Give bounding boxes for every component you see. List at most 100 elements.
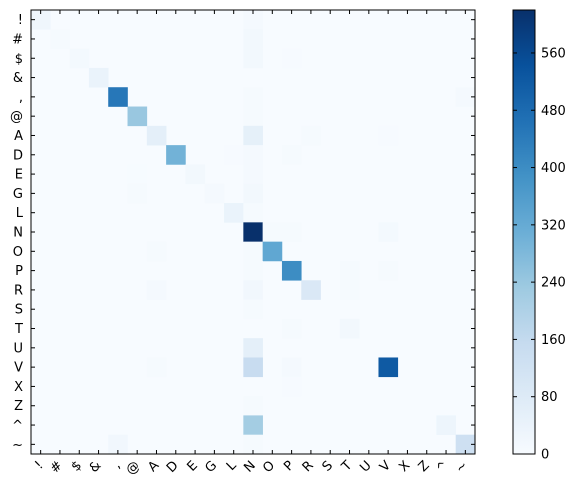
heatmap-cell bbox=[262, 241, 283, 262]
heatmap-cell bbox=[243, 338, 263, 358]
x-tick-label: L bbox=[224, 458, 240, 474]
x-tick-label: N bbox=[241, 458, 258, 475]
heatmap-cell bbox=[243, 87, 263, 107]
x-tick-label: U bbox=[357, 458, 374, 475]
heatmap-cell bbox=[224, 145, 244, 165]
heatmap-cell bbox=[301, 125, 321, 146]
heatmap-cell bbox=[436, 415, 456, 435]
heatmap-cell bbox=[243, 415, 263, 435]
heatmap-cell bbox=[146, 357, 167, 378]
x-tick-label: T bbox=[338, 458, 355, 475]
y-tick-label: ^ bbox=[12, 419, 23, 434]
heatmap-cell bbox=[146, 241, 167, 262]
x-tick-label: Z bbox=[416, 458, 433, 475]
y-tick-label: # bbox=[12, 32, 23, 47]
heatmap-cell bbox=[339, 318, 360, 339]
heatmap-cell bbox=[378, 357, 399, 378]
heatmap-cell bbox=[243, 183, 263, 204]
heatmap-cell bbox=[378, 222, 399, 242]
colorbar-tick-label: 320 bbox=[541, 218, 566, 233]
y-tick-label: P bbox=[15, 264, 23, 279]
heatmap-cell bbox=[108, 87, 128, 107]
x-tick-label: D bbox=[164, 458, 182, 476]
heatmap-cell bbox=[50, 29, 70, 49]
x-tick-label: G bbox=[202, 458, 220, 476]
heatmap-cell bbox=[31, 10, 51, 30]
heatmap-cell bbox=[281, 376, 302, 397]
colorbar-ticks: 0 80 160 240 320 400 480 560 bbox=[513, 46, 566, 463]
y-tick-label: R bbox=[14, 283, 23, 298]
y-tick-label: N bbox=[13, 226, 23, 241]
x-tick-label: ~ bbox=[453, 458, 471, 476]
heatmap-cell bbox=[301, 280, 321, 300]
x-tick-label: P bbox=[281, 458, 297, 474]
heatmap-cell bbox=[146, 280, 167, 300]
heatmap-cell bbox=[378, 260, 399, 281]
heatmap-cell bbox=[243, 106, 263, 127]
colorbar-tick-label: 400 bbox=[541, 161, 566, 176]
x-tick-label: A bbox=[145, 458, 162, 475]
heatmap-cell bbox=[204, 183, 225, 204]
x-tick-label: & bbox=[87, 458, 105, 476]
x-tick-label: S bbox=[320, 458, 336, 474]
heatmap-cell bbox=[243, 203, 263, 223]
heatmap-cell bbox=[262, 222, 283, 242]
colorbar-tick-label: 160 bbox=[541, 333, 566, 348]
y-tick-label: Z bbox=[14, 399, 23, 414]
y-tick-label: ~ bbox=[12, 438, 23, 453]
heatmap-cell bbox=[378, 125, 399, 146]
y-tick-label: L bbox=[16, 206, 24, 221]
heatmap-cell bbox=[243, 280, 263, 300]
heatmap-cell bbox=[281, 318, 302, 339]
y-tick-label: ! bbox=[18, 13, 23, 28]
heatmap-cell bbox=[243, 434, 263, 455]
y-tick-label: O bbox=[13, 245, 23, 260]
heatmap-cell bbox=[243, 10, 263, 30]
colorbar-tick-label: 80 bbox=[541, 390, 558, 405]
colorbar-tick-label: 240 bbox=[541, 276, 566, 291]
colorbar bbox=[512, 9, 536, 455]
heatmap-cell bbox=[339, 260, 360, 281]
heatmap-cell bbox=[243, 125, 263, 146]
x-tick-label: @ bbox=[123, 458, 143, 478]
x-tick-label: , bbox=[110, 458, 124, 472]
y-tick-label: S bbox=[15, 303, 23, 318]
heatmap-cell bbox=[281, 222, 302, 242]
colorbar-tick-label: 480 bbox=[541, 104, 566, 119]
heatmap-cell bbox=[146, 125, 167, 146]
x-tick-label: # bbox=[47, 458, 65, 476]
heatmap-cell bbox=[243, 396, 263, 416]
x-tick-label: O bbox=[260, 458, 278, 476]
heatmap-cell bbox=[127, 183, 148, 204]
heatmap-cell bbox=[243, 145, 263, 165]
x-tick-label: $ bbox=[69, 458, 85, 474]
y-tick-label: T bbox=[14, 322, 23, 337]
x-tick-label: E bbox=[184, 458, 200, 474]
heatmap-cell bbox=[243, 260, 263, 281]
y-tick-label: , bbox=[19, 90, 23, 105]
colorbar-tick-label: 560 bbox=[541, 46, 566, 61]
y-tick-label: U bbox=[13, 341, 23, 356]
y-tick-label: A bbox=[14, 129, 23, 144]
y-tick-label: & bbox=[13, 71, 23, 86]
y-tick-label: E bbox=[15, 168, 23, 183]
heatmap-cell bbox=[127, 164, 148, 185]
heatmap-cell bbox=[88, 67, 109, 88]
heatmap-cell bbox=[185, 164, 206, 185]
y-tick-label: D bbox=[13, 148, 23, 163]
axis-ticks bbox=[31, 10, 475, 454]
heatmap-cell bbox=[243, 48, 263, 69]
heatmap-cell bbox=[339, 280, 360, 300]
heatmap-cell bbox=[127, 106, 148, 127]
heatmap-cell bbox=[281, 260, 302, 281]
heatmap-cell bbox=[455, 87, 476, 107]
x-tick-label: V bbox=[377, 458, 394, 475]
x-tick-label: ^ bbox=[434, 458, 452, 476]
x-tick-label: R bbox=[300, 458, 317, 475]
y-tick-label: X bbox=[14, 380, 23, 395]
heatmap-cell bbox=[243, 29, 263, 49]
colorbar-tick-label: 0 bbox=[541, 448, 549, 463]
y-tick-label: $ bbox=[15, 52, 23, 67]
